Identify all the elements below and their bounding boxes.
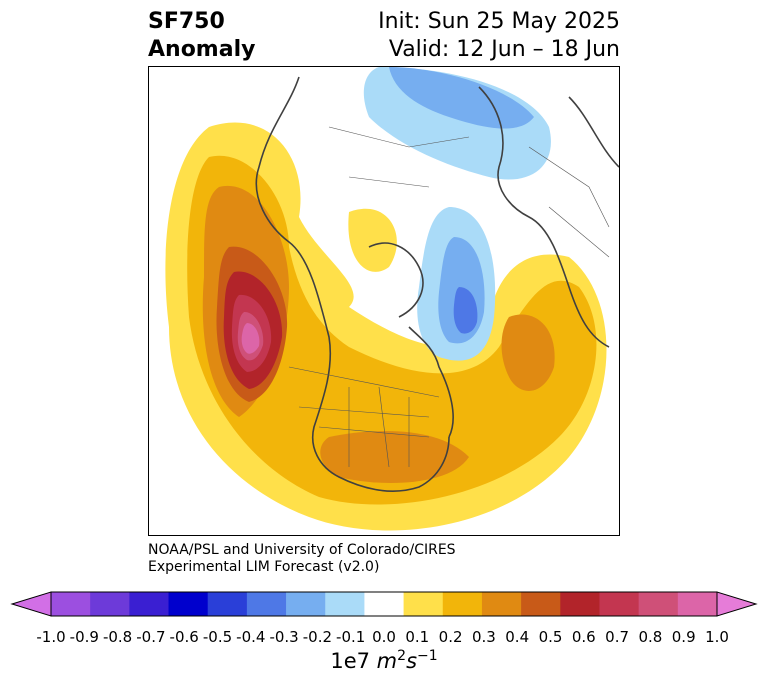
units-prefix: 1e7 xyxy=(330,649,377,673)
colorbar-cell xyxy=(599,592,640,616)
colorbar-cell xyxy=(481,592,522,616)
colorbar-extend-low xyxy=(10,591,52,617)
colorbar-tick-label: 0.4 xyxy=(505,628,530,646)
colorbar-cell xyxy=(129,592,170,616)
colorbar-units-label: 1e7 m2s−1 xyxy=(0,648,768,673)
colorbar-tick-label: 0.2 xyxy=(438,628,463,646)
variable-label: SF750 xyxy=(148,9,225,34)
negative-anomaly-fill xyxy=(363,67,551,361)
field-label: Anomaly xyxy=(148,37,256,62)
units-s: s xyxy=(406,649,418,673)
colorbar-cell xyxy=(246,592,287,616)
colorbar-cell xyxy=(442,592,483,616)
units-s-exponent: −1 xyxy=(417,648,438,664)
valid-range-label: Valid: 12 Jun – 18 Jun xyxy=(388,37,620,62)
colorbar-tick-label: -0.4 xyxy=(236,628,266,646)
colorbar-cell xyxy=(560,592,600,616)
colorbar-cell xyxy=(207,592,248,616)
colorbar-tick-label: 0.8 xyxy=(638,628,663,646)
colorbar-cell xyxy=(403,592,444,616)
colorbar-tick-label: 0.9 xyxy=(671,628,696,646)
credit-text: NOAA/PSL and University of Colorado/CIRE… xyxy=(148,542,456,576)
colorbar-tick-label: 1.0 xyxy=(705,628,729,646)
colorbar-tick-label: 0.0 xyxy=(372,628,396,646)
map-title-right: Init: Sun 25 May 2025 Valid: 12 Jun – 18… xyxy=(378,8,620,64)
credit-line-2: Experimental LIM Forecast (v2.0) xyxy=(148,559,380,575)
colorbar-outline xyxy=(50,591,718,617)
colorbar-tick-label: 0.1 xyxy=(405,628,430,646)
map-panel xyxy=(148,66,620,536)
colorbar-tick-label: -0.8 xyxy=(102,628,133,646)
colorbar-tick-label: 0.5 xyxy=(538,628,563,646)
colorbar-cell xyxy=(638,592,679,616)
map-title-left: SF750 Anomaly xyxy=(148,8,255,64)
colorbar-cell xyxy=(286,592,326,616)
colorbar-cell xyxy=(325,592,365,616)
credit-line-1: NOAA/PSL and University of Colorado/CIRE… xyxy=(148,542,456,558)
init-date-label: Init: Sun 25 May 2025 xyxy=(378,9,620,34)
colorbar-cell xyxy=(51,592,91,616)
coastlines xyxy=(255,76,619,492)
colorbar-cell xyxy=(677,592,718,616)
units-m-exponent: 2 xyxy=(397,648,407,664)
colorbar-tick-label: -0.9 xyxy=(69,628,99,646)
colorbar-tick-label: 0.3 xyxy=(471,628,496,646)
colorbar-cell xyxy=(90,592,130,616)
colorbar-cell xyxy=(364,592,405,616)
colorbar-extend-high xyxy=(716,591,758,617)
colorbar-tick-label: 0.7 xyxy=(605,628,630,646)
anomaly-map xyxy=(165,67,619,531)
colorbar-tick-label: -0.2 xyxy=(302,628,333,646)
colorbar-tick-label: -1.0 xyxy=(36,628,66,646)
colorbar-tick-label: -0.5 xyxy=(202,628,233,646)
colorbar-tick-label: 0.6 xyxy=(571,628,596,646)
colorbar xyxy=(10,591,758,617)
colorbar-tick-label: -0.7 xyxy=(136,628,166,646)
positive-anomaly-fill xyxy=(165,122,607,531)
colorbar-tick-label: -0.3 xyxy=(269,628,299,646)
units-m: m xyxy=(376,649,398,673)
colorbar-cell xyxy=(168,592,209,616)
colorbar-tick-label: -0.6 xyxy=(169,628,199,646)
political-borders xyxy=(288,126,610,468)
colorbar-tick-label: -0.1 xyxy=(336,628,366,646)
colorbar-cell xyxy=(521,592,561,616)
